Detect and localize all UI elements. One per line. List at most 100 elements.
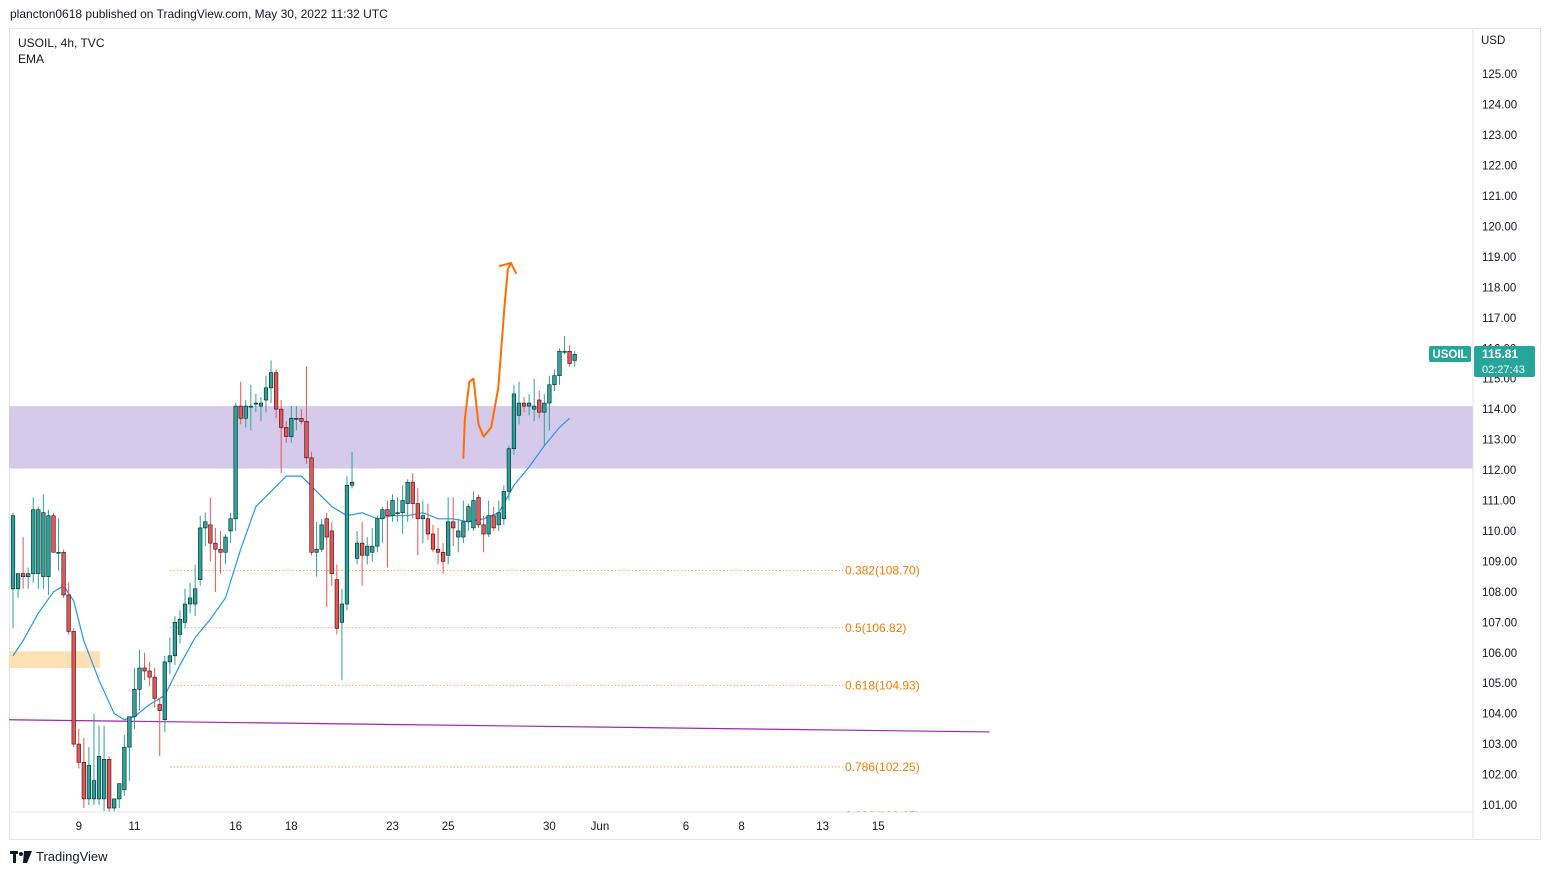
ema-line[interactable]: [12, 417, 571, 721]
candle-up[interactable]: [167, 637, 172, 675]
candle-down[interactable]: [385, 500, 390, 568]
candle-down[interactable]: [284, 421, 289, 443]
candle-up[interactable]: [390, 494, 395, 522]
symbol-info[interactable]: USOIL, 4h, TVC: [18, 36, 105, 50]
candle-down[interactable]: [81, 738, 86, 809]
candle-up[interactable]: [572, 351, 577, 367]
candle-down[interactable]: [66, 582, 71, 635]
candle-up[interactable]: [15, 573, 21, 598]
candle-down[interactable]: [476, 494, 481, 528]
candle-down[interactable]: [76, 728, 81, 769]
candle-up[interactable]: [456, 518, 461, 553]
candle-up[interactable]: [339, 588, 345, 681]
indicator-label[interactable]: EMA: [18, 52, 45, 66]
candle-up[interactable]: [294, 406, 299, 431]
candle-down[interactable]: [218, 530, 223, 574]
candle-up[interactable]: [198, 515, 203, 586]
candle-down[interactable]: [274, 369, 279, 419]
candle-up[interactable]: [354, 530, 360, 565]
candle-down[interactable]: [21, 537, 26, 589]
candle-up[interactable]: [31, 497, 36, 583]
candle-up[interactable]: [233, 403, 238, 531]
resistance-zone[interactable]: [9, 406, 1473, 469]
candle-down[interactable]: [334, 564, 339, 635]
candle-up[interactable]: [268, 360, 274, 404]
candle-up[interactable]: [41, 494, 46, 589]
candle-up[interactable]: [552, 369, 557, 391]
candle-up[interactable]: [228, 512, 233, 544]
candle-up[interactable]: [86, 747, 91, 805]
candle-up[interactable]: [314, 521, 319, 577]
candle-up[interactable]: [36, 506, 41, 589]
candle-down[interactable]: [279, 400, 284, 474]
candle-up[interactable]: [370, 527, 375, 562]
candle-down[interactable]: [567, 345, 572, 367]
candle-up[interactable]: [96, 725, 102, 805]
candle-up[interactable]: [542, 393, 547, 446]
candle-down[interactable]: [521, 396, 527, 413]
candle-up[interactable]: [289, 406, 294, 443]
candle-down[interactable]: [451, 497, 456, 547]
candle-down[interactable]: [147, 661, 152, 687]
candle-down[interactable]: [304, 366, 309, 464]
candle-down[interactable]: [491, 506, 496, 531]
candle-up[interactable]: [375, 515, 380, 553]
candle-down[interactable]: [142, 652, 147, 681]
candle-up[interactable]: [562, 336, 567, 355]
candle-down[interactable]: [329, 521, 334, 586]
candle-up[interactable]: [223, 533, 228, 565]
candle-down[interactable]: [410, 473, 415, 519]
candle-up[interactable]: [101, 725, 107, 812]
candle-up[interactable]: [349, 451, 355, 489]
footer-brand[interactable]: TradingView: [10, 849, 108, 864]
candle-up[interactable]: [172, 616, 178, 665]
candle-up[interactable]: [532, 378, 537, 422]
candle-up[interactable]: [461, 500, 466, 544]
candle-up[interactable]: [380, 506, 385, 544]
candle-up[interactable]: [263, 375, 269, 413]
symbol-tag[interactable]: [1429, 346, 1471, 363]
candle-up[interactable]: [177, 610, 183, 644]
candle-down[interactable]: [152, 667, 157, 708]
last-price-tag[interactable]: [1474, 346, 1535, 378]
candle-down[interactable]: [435, 527, 441, 565]
candle-up[interactable]: [10, 512, 16, 629]
candle-up[interactable]: [496, 500, 501, 531]
candle-up[interactable]: [26, 567, 31, 589]
candle-down[interactable]: [71, 628, 76, 748]
candle-up[interactable]: [122, 734, 127, 796]
candle-up[interactable]: [132, 667, 137, 729]
candle-up[interactable]: [557, 348, 562, 385]
candle-up[interactable]: [253, 393, 258, 413]
candle-up[interactable]: [127, 716, 132, 781]
candle-down[interactable]: [440, 543, 446, 574]
candle-up[interactable]: [471, 491, 476, 531]
candle-up[interactable]: [400, 485, 405, 534]
candle-down[interactable]: [425, 503, 431, 541]
candle-down[interactable]: [537, 390, 542, 419]
candle-up[interactable]: [182, 588, 188, 629]
candle-down[interactable]: [213, 527, 218, 592]
candle-up[interactable]: [527, 393, 532, 416]
candle-up[interactable]: [344, 476, 350, 611]
candle-up[interactable]: [516, 381, 522, 425]
candle-up[interactable]: [162, 655, 167, 732]
candle-down[interactable]: [61, 549, 66, 598]
candle-up[interactable]: [203, 512, 208, 547]
candle-down[interactable]: [360, 521, 365, 586]
candle-up[interactable]: [420, 500, 425, 544]
candle-up[interactable]: [258, 396, 264, 422]
candle-down[interactable]: [107, 756, 112, 814]
candle-up[interactable]: [248, 384, 253, 431]
candle-up[interactable]: [193, 564, 198, 617]
candle-up[interactable]: [395, 497, 400, 522]
candle-up[interactable]: [117, 783, 122, 809]
candle-up[interactable]: [91, 713, 97, 805]
candle-up[interactable]: [506, 445, 511, 501]
candle-up[interactable]: [46, 509, 51, 595]
candle-down[interactable]: [324, 512, 329, 608]
candle-down[interactable]: [208, 497, 213, 562]
candle-up[interactable]: [188, 582, 193, 614]
candle-down[interactable]: [481, 515, 486, 553]
